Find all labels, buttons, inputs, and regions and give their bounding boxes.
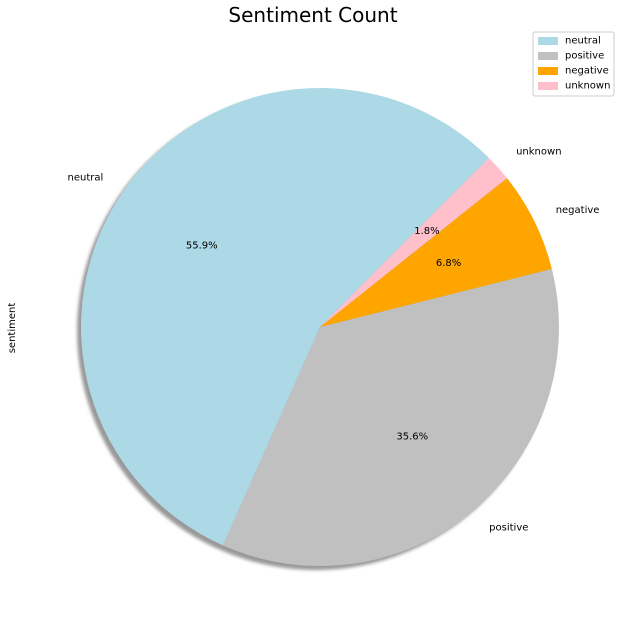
pct-label-negative: 6.8% — [436, 258, 461, 269]
pct-label-unknown: 1.8% — [414, 226, 439, 237]
slice-label-positive: positive — [489, 523, 528, 534]
pie-slice-unknown — [320, 158, 507, 327]
pct-label-neutral: 55.9% — [186, 240, 218, 251]
slice-label-neutral: neutral — [68, 173, 104, 184]
chart-title: Sentiment Count — [228, 3, 397, 27]
pie-labels: neutral positive negative unknown — [68, 146, 600, 533]
legend-swatch-negative — [538, 67, 558, 75]
legend-label-positive: positive — [565, 51, 604, 62]
legend-swatch-unknown — [538, 82, 558, 90]
pie-slice-negative — [320, 178, 552, 327]
legend-frame — [532, 31, 615, 97]
legend-label-neutral: neutral — [565, 36, 601, 47]
pct-label-positive: 35.6% — [396, 431, 428, 442]
pie-percentage-labels: 55.9% 35.6% 6.8% 1.8% — [186, 226, 461, 442]
legend-swatch-neutral — [538, 37, 558, 45]
legend-swatch-positive — [538, 52, 558, 60]
pie-slice-neutral — [80, 87, 489, 546]
pie-slice-positive — [222, 268, 560, 566]
legend-label-negative: negative — [565, 66, 609, 77]
legend-label-unknown: unknown — [565, 81, 610, 92]
legend: neutral positive negative unknown — [532, 31, 615, 97]
pie-slices — [80, 87, 560, 566]
slice-label-negative: negative — [556, 205, 600, 216]
y-axis-label: sentiment — [7, 303, 18, 354]
slice-label-unknown: unknown — [516, 146, 561, 157]
